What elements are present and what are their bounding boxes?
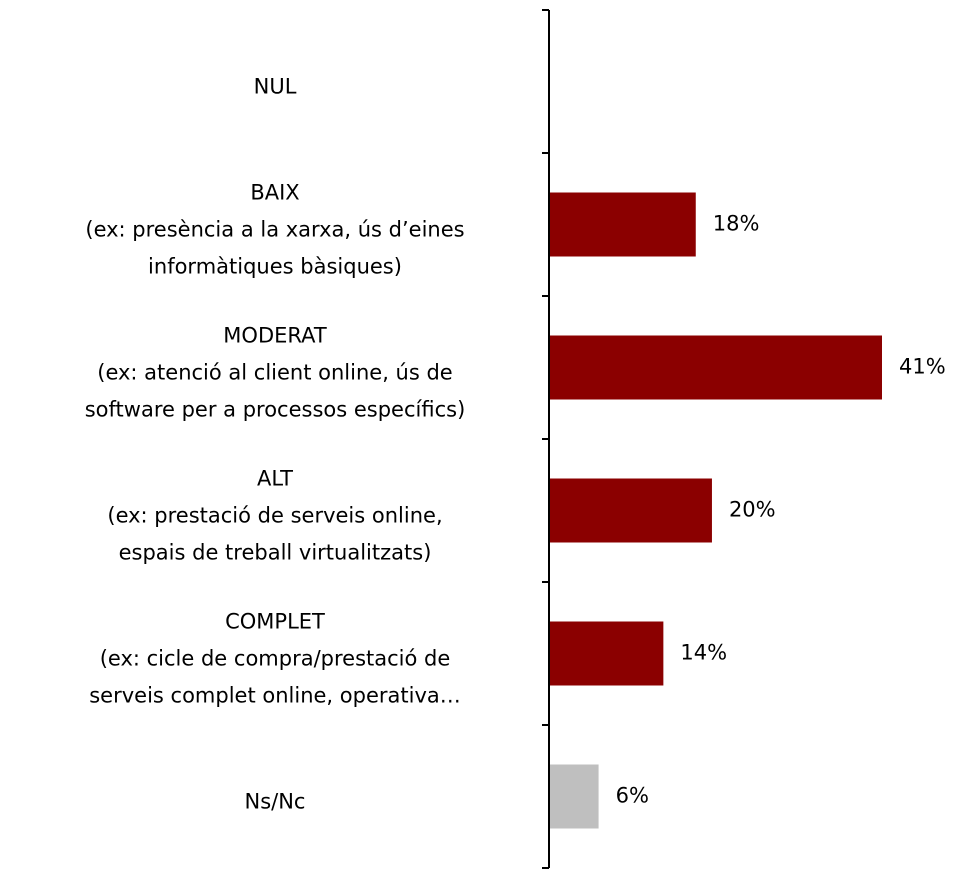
bar	[550, 335, 882, 400]
category-label: NUL	[254, 75, 297, 99]
data-label: 20%	[729, 498, 776, 522]
data-label: 14%	[680, 641, 727, 665]
category-label: MODERAT	[223, 324, 327, 348]
category-label: (ex: cicle de compra/prestació de	[100, 647, 451, 671]
bar	[550, 764, 599, 829]
category-label: (ex: prestació de serveis online,	[107, 504, 442, 528]
data-label: 41%	[899, 355, 946, 379]
data-label: 6%	[616, 784, 649, 808]
bar	[550, 478, 712, 543]
data-label: 18%	[713, 212, 760, 236]
category-label: ALT	[257, 467, 293, 491]
category-label: BAIX	[250, 181, 299, 205]
category-label: serveis complet online, operativa…	[89, 684, 461, 708]
category-label: informàtiques bàsiques)	[148, 255, 402, 279]
category-label: COMPLET	[225, 610, 325, 634]
bar	[550, 621, 664, 686]
category-label: Ns/Nc	[245, 790, 306, 814]
category-label: (ex: atenció al client online, ús de	[97, 361, 452, 385]
bar	[550, 192, 696, 257]
category-label: (ex: presència a la xarxa, ús d’eines	[85, 218, 464, 242]
category-label: espais de treball virtualitzats)	[119, 541, 432, 565]
category-label: software per a processos específics)	[85, 398, 466, 422]
